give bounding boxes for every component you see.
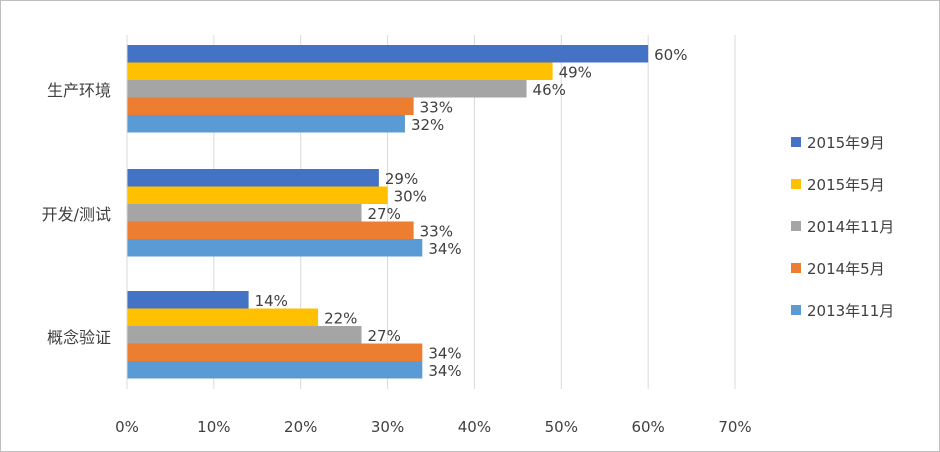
bar	[127, 115, 405, 133]
data-label: 34%	[428, 344, 461, 362]
legend-swatch	[791, 221, 801, 231]
category-label: 生产环境	[47, 81, 111, 100]
data-label: 33%	[420, 222, 453, 240]
bars	[127, 45, 649, 379]
data-label: 33%	[420, 98, 453, 116]
x-tick-label: 70%	[718, 418, 751, 436]
legend-label: 2014年5月	[807, 260, 885, 278]
x-tick-label: 60%	[631, 418, 664, 436]
legend: 2015年9月 2015年5月 2014年11月 2014年5月 2013年11月	[791, 134, 894, 320]
legend-label: 2015年5月	[807, 176, 885, 194]
bar	[127, 291, 249, 309]
legend-label: 2015年9月	[807, 134, 885, 152]
data-label: 29%	[385, 170, 418, 188]
data-label: 34%	[428, 240, 461, 258]
x-tick-label: 20%	[284, 418, 317, 436]
bar	[127, 62, 553, 80]
x-tick-label: 30%	[371, 418, 404, 436]
legend-swatch	[791, 263, 801, 273]
bar	[127, 343, 423, 361]
legend-label: 2014年11月	[807, 218, 894, 236]
data-label: 49%	[559, 63, 592, 81]
legend-label: 2013年11月	[807, 302, 894, 320]
category-label: 概念验证	[47, 328, 111, 347]
bar	[127, 239, 423, 257]
bar	[127, 45, 649, 63]
data-label: 46%	[533, 81, 566, 99]
data-label: 22%	[324, 309, 357, 327]
x-tick-label: 10%	[197, 418, 230, 436]
bar	[127, 186, 388, 204]
bar	[127, 326, 362, 344]
data-label: 27%	[368, 327, 401, 345]
bar	[127, 221, 414, 239]
bar	[127, 308, 319, 326]
legend-swatch	[791, 305, 801, 315]
bar	[127, 204, 362, 222]
x-tick-label: 40%	[458, 418, 491, 436]
x-tick-label: 50%	[545, 418, 578, 436]
data-label: 32%	[411, 116, 444, 134]
x-tick-label: 0%	[115, 418, 139, 436]
bar	[127, 97, 414, 115]
data-label: 60%	[654, 46, 687, 64]
data-labels: 60%49%46%33%32%29%30%27%33%34%14%22%27%3…	[255, 46, 688, 380]
legend-swatch	[791, 137, 801, 147]
data-label: 27%	[368, 205, 401, 223]
bar	[127, 361, 423, 379]
category-label: 开发/测试	[42, 205, 111, 224]
data-label: 34%	[428, 362, 461, 380]
bar	[127, 80, 527, 98]
bar	[127, 169, 379, 187]
data-label: 14%	[255, 292, 288, 310]
legend-swatch	[791, 179, 801, 189]
data-label: 30%	[394, 187, 427, 205]
